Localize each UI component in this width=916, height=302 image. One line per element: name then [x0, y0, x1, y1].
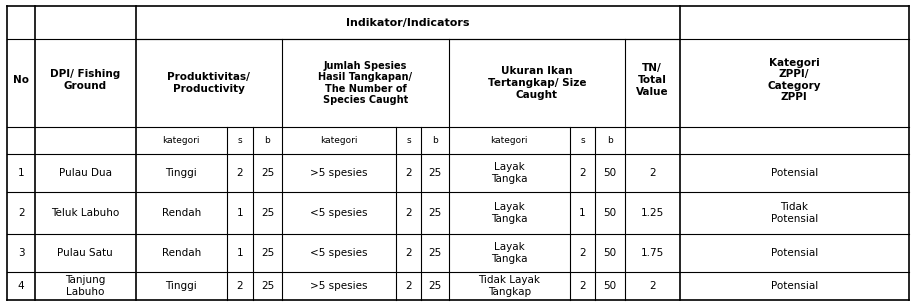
Text: Tidak
Potensial: Tidak Potensial [770, 202, 818, 224]
Text: Produktivitas/
Productivity: Produktivitas/ Productivity [168, 72, 250, 94]
Text: No: No [13, 75, 29, 85]
Text: Pulau Satu: Pulau Satu [58, 248, 113, 258]
Text: Tinggi: Tinggi [166, 281, 197, 291]
Text: Tinggi: Tinggi [166, 168, 197, 178]
Text: 25: 25 [429, 281, 442, 291]
Text: 50: 50 [604, 208, 616, 218]
Text: 1.75: 1.75 [640, 248, 664, 258]
Text: 25: 25 [261, 168, 274, 178]
Text: >5 spesies: >5 spesies [311, 281, 367, 291]
Text: 2: 2 [17, 208, 25, 218]
Text: DPI/ Fishing
Ground: DPI/ Fishing Ground [50, 69, 120, 91]
Text: 1: 1 [236, 248, 244, 258]
Text: 1: 1 [236, 208, 244, 218]
Text: Layak
Tangka: Layak Tangka [491, 242, 528, 264]
Text: 50: 50 [604, 168, 616, 178]
Text: <5 spesies: <5 spesies [311, 208, 367, 218]
Text: 2: 2 [649, 281, 656, 291]
Text: Jumlah Spesies
Hasil Tangkapan/
The Number of
Species Caught: Jumlah Spesies Hasil Tangkapan/ The Numb… [319, 61, 412, 105]
Text: TN/
Total
Value: TN/ Total Value [636, 63, 669, 97]
Text: Indikator/Indicators: Indikator/Indicators [346, 18, 469, 28]
Text: 50: 50 [604, 248, 616, 258]
Text: s: s [580, 136, 585, 145]
Text: >5 spesies: >5 spesies [311, 168, 367, 178]
Text: kategori: kategori [491, 136, 528, 145]
Text: 2: 2 [405, 168, 412, 178]
Text: 2: 2 [236, 168, 244, 178]
Text: <5 spesies: <5 spesies [311, 248, 367, 258]
Text: 25: 25 [261, 208, 274, 218]
Text: b: b [607, 136, 613, 145]
Text: 2: 2 [405, 248, 412, 258]
Text: 50: 50 [604, 281, 616, 291]
Text: 25: 25 [261, 281, 274, 291]
Text: b: b [265, 136, 270, 145]
Text: Rendah: Rendah [162, 248, 201, 258]
Text: 4: 4 [17, 281, 25, 291]
Text: Layak
Tangka: Layak Tangka [491, 202, 528, 224]
Text: s: s [237, 136, 243, 145]
Text: Tidak Layak
Tangkap: Tidak Layak Tangkap [478, 275, 540, 297]
Text: 2: 2 [579, 168, 586, 178]
Text: 3: 3 [17, 248, 25, 258]
Text: 1.25: 1.25 [640, 208, 664, 218]
Text: 2: 2 [579, 281, 586, 291]
Text: 25: 25 [261, 248, 274, 258]
Text: 25: 25 [429, 168, 442, 178]
Text: kategori: kategori [321, 136, 357, 145]
Text: 25: 25 [429, 248, 442, 258]
Text: Tanjung
Labuho: Tanjung Labuho [65, 275, 105, 297]
Text: b: b [432, 136, 438, 145]
Text: Layak
Tangka: Layak Tangka [491, 162, 528, 184]
Text: Potensial: Potensial [770, 281, 818, 291]
Text: s: s [406, 136, 411, 145]
Text: Pulau Dua: Pulau Dua [59, 168, 112, 178]
Text: 2: 2 [649, 168, 656, 178]
Text: Potensial: Potensial [770, 168, 818, 178]
Text: Rendah: Rendah [162, 208, 201, 218]
Text: kategori: kategori [163, 136, 200, 145]
Text: 1: 1 [579, 208, 586, 218]
Text: 2: 2 [405, 281, 412, 291]
Text: 1: 1 [17, 168, 25, 178]
Text: 25: 25 [429, 208, 442, 218]
Text: 2: 2 [579, 248, 586, 258]
Text: Teluk Labuho: Teluk Labuho [51, 208, 119, 218]
Text: Potensial: Potensial [770, 248, 818, 258]
Text: Ukuran Ikan
Tertangkap/ Size
Caught: Ukuran Ikan Tertangkap/ Size Caught [487, 66, 586, 100]
Text: 2: 2 [236, 281, 244, 291]
Text: 2: 2 [405, 208, 412, 218]
Text: Kategori
ZPPI/
Category
ZPPI: Kategori ZPPI/ Category ZPPI [768, 58, 821, 102]
